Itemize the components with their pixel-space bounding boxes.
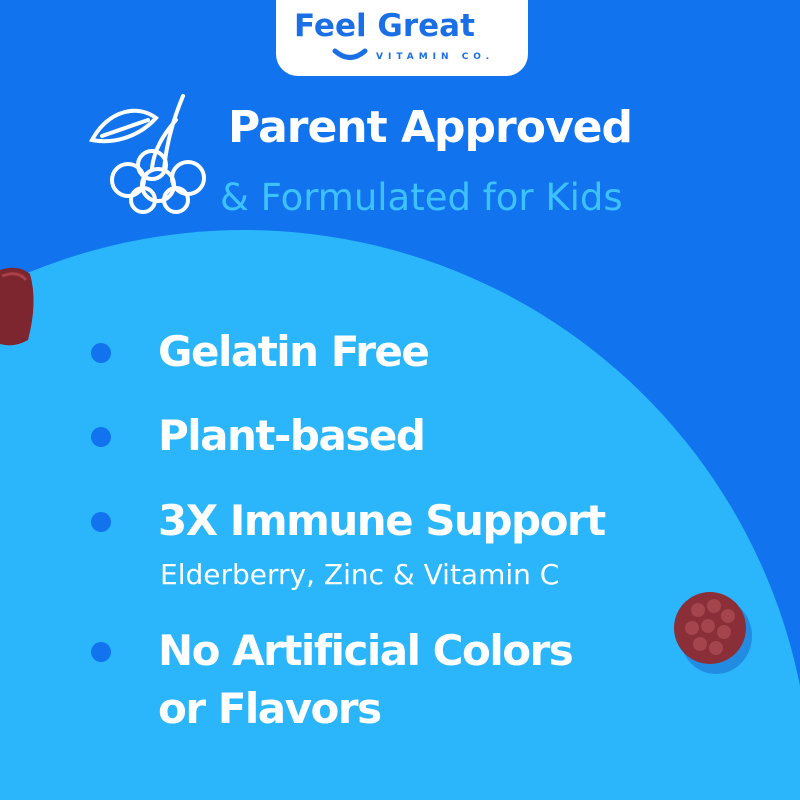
brand-tagline: VITAMIN CO.: [376, 52, 495, 62]
feature-immune-support: 3X Immune Support: [158, 496, 606, 545]
headline: Parent Approved: [228, 102, 633, 153]
bullet-dot: [91, 512, 111, 532]
brand-name: Feel Great: [294, 8, 475, 44]
bullet-dot: [91, 642, 111, 662]
gummy-image: [674, 592, 752, 674]
bullet-dot: [91, 427, 111, 447]
gummy-image: [0, 267, 34, 346]
feature-no-artificial: No Artificial Colors: [158, 626, 574, 675]
elderberry-icon: [88, 94, 206, 214]
subheadline: & Formulated for Kids: [220, 176, 623, 219]
brand-logo: Feel Great VITAMIN CO.: [276, 0, 528, 76]
feature-gelatin-free: Gelatin Free: [158, 327, 430, 376]
feature-immune-detail: Elderberry, Zinc & Vitamin C: [160, 558, 560, 591]
feature-plant-based: Plant-based: [158, 411, 426, 460]
feature-no-artificial-line2: or Flavors: [158, 684, 382, 733]
smile-icon: [332, 48, 368, 60]
bullet-dot: [91, 343, 111, 363]
